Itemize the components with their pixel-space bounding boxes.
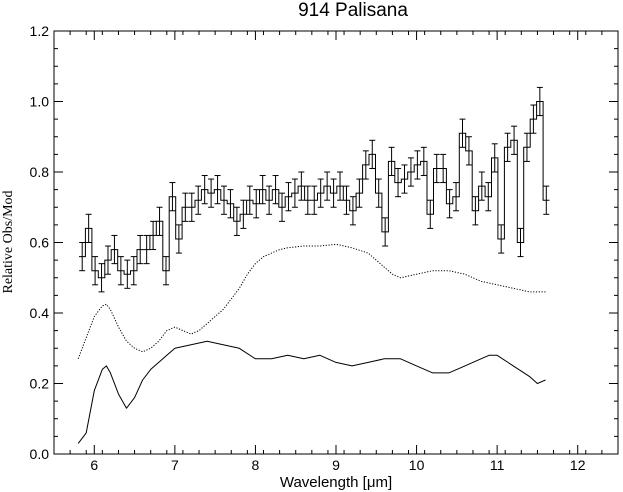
error-bar [298,171,305,201]
error-bar [175,224,182,254]
error-bar [253,189,260,219]
x-tick-label: 7 [171,457,179,473]
x-tick-label: 8 [252,457,260,473]
solid-series [77,340,546,444]
error-bar [536,86,543,117]
error-bar [433,153,440,184]
error-bar [130,256,137,286]
error-bar [375,178,382,208]
error-bar [214,175,221,205]
x-tick-label: 10 [409,457,425,473]
error-bar [117,256,124,286]
error-bar [195,185,202,215]
error-bar [523,132,530,162]
error-bar [407,157,414,187]
y-tick-label: 0.0 [30,446,50,462]
error-bar [92,256,99,286]
error-bar [240,199,247,229]
y-tick-label: 0.6 [30,235,50,251]
error-bar [85,213,92,243]
y-tick-label: 1.2 [30,23,50,39]
error-bar [427,199,434,229]
error-bar [143,234,150,265]
error-bar [156,206,163,236]
error-bar [311,185,318,215]
error-bar [104,245,111,275]
error-bar [343,185,350,215]
error-bar [279,192,286,222]
dotted-series [77,243,546,359]
y-tick-label: 0.4 [30,305,50,321]
error-bar [453,182,460,212]
x-tick-label: 12 [570,457,586,473]
error-bar [337,171,344,201]
error-bar [414,150,421,180]
error-bar [246,185,253,215]
x-tick-label: 11 [490,457,505,473]
error-bar [285,182,292,212]
y-tick-label: 0.2 [30,376,50,392]
y-tick-label: 1.0 [30,94,50,110]
error-bar [98,263,105,293]
error-bar [79,242,86,272]
error-bar [330,178,337,208]
error-bar [382,217,389,247]
error-bar [446,189,453,219]
error-bar [504,132,511,162]
error-bar [324,171,331,201]
error-bar [459,118,466,148]
error-bar [369,139,376,169]
y-tick-label: 0.8 [30,164,50,180]
error-bar [227,189,234,219]
error-bar [511,125,518,155]
error-bar [188,192,195,222]
error-bar [349,196,356,226]
error-bar [485,182,492,212]
error-bar [401,164,408,194]
x-tick-label: 9 [332,457,340,473]
error-bar [208,178,215,208]
error-bar [272,175,279,205]
error-bar [124,259,131,289]
chart-title: 914 Palisana [298,0,408,21]
error-bar [317,178,324,208]
error-bar [169,182,176,212]
error-bar [395,167,402,198]
plot-frame [53,30,619,455]
error-bar [356,178,363,208]
error-bar [530,104,537,134]
error-bar [266,185,273,215]
x-tick-label: 6 [90,457,98,473]
error-bar [259,175,266,205]
error-bar [291,178,298,208]
error-bar [472,196,479,226]
y-axis-label: Relative Obs/Mod [1,190,16,293]
error-bar [137,234,144,265]
error-bar [543,185,550,215]
error-bar [233,206,240,236]
error-bar [162,256,169,286]
error-bar [304,185,311,215]
error-bar [498,224,505,254]
error-bar [111,234,118,265]
error-bar [440,153,447,184]
error-bar [491,143,498,173]
error-bar [465,136,472,166]
error-bar [182,192,189,222]
error-bar [201,175,208,205]
error-bar [362,150,369,180]
error-bar [517,227,524,258]
error-bar [420,146,427,177]
error-bar [478,171,485,201]
error-bar [150,220,157,251]
error-bar [388,146,395,177]
x-axis-label: Wavelength [μm] [280,474,392,491]
error-bar [221,185,228,215]
